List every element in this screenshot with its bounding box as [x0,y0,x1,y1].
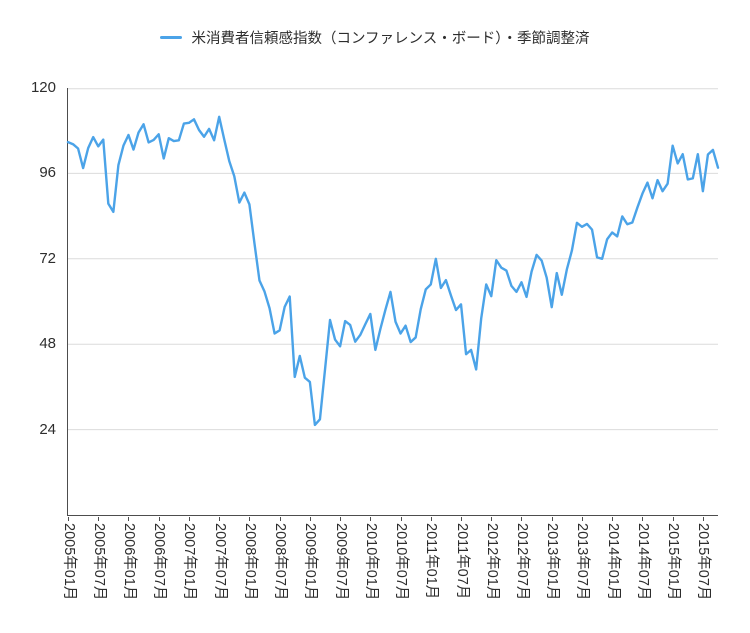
x-tick-mark [672,516,674,521]
y-tick-label: 24 [39,420,56,438]
plot-area [66,88,719,516]
y-tick-label: 96 [39,164,56,182]
x-tick-label: 2007年01月 [181,523,198,601]
x-tick-mark [309,516,311,521]
x-tick-label: 2010年01月 [362,523,379,601]
x-tick-label: 2007年07月 [211,523,228,601]
x-tick-label: 2011年01月 [423,523,440,600]
x-tick-label: 2009年07月 [332,523,349,601]
x-tick-mark [128,516,130,521]
x-tick-label: 2006年07月 [151,523,168,601]
x-tick-label: 2015年01月 [665,523,682,601]
series-line [66,115,719,427]
x-tick-mark [461,516,463,521]
x-tick-label: 2015年07月 [695,523,712,601]
x-tick-mark [68,516,69,521]
x-tick-label: 2005年01月 [60,523,77,601]
x-tick-mark [551,516,553,521]
x-tick-mark [702,516,704,521]
chart-legend: 米消費者信頼感指数（コンファレンス・ボード）・季節調整済 [0,27,750,48]
x-tick-mark [279,516,281,521]
y-tick-label: 120 [30,79,56,96]
x-tick-mark [491,516,493,521]
x-tick-label: 2014年07月 [634,523,651,601]
x-tick-mark [188,516,190,521]
x-tick-mark [521,516,523,521]
gridlines [67,88,718,431]
x-tick-mark [98,516,100,521]
plot-canvas [66,88,719,431]
x-tick-label: 2013年01月 [544,523,561,601]
x-tick-mark [642,516,644,521]
legend-line-marker [160,36,183,39]
x-tick-mark [158,516,160,521]
x-tick-mark [249,516,251,521]
x-tick-label: 2008年07月 [272,523,289,601]
legend-label: 米消費者信頼感指数（コンファレンス・ボード）・季節調整済 [191,31,590,47]
x-tick-mark [612,516,614,521]
x-tick-mark [400,516,402,521]
x-tick-label: 2012年07月 [513,523,530,601]
x-tick-label: 2013年07月 [574,523,591,601]
x-tick-label: 2006年01月 [120,523,137,601]
x-tick-mark [370,516,372,521]
x-tick-label: 2009年01月 [302,523,319,601]
x-tick-mark [340,516,342,521]
y-tick-label: 72 [39,249,56,267]
x-tick-label: 2010年07月 [393,523,410,601]
x-tick-label: 2014年01月 [604,523,621,601]
x-tick-mark [430,516,432,521]
x-tick-mark [581,516,583,521]
y-tick-label: 48 [39,335,56,353]
x-tick-mark [219,516,221,521]
x-tick-label: 2011年07月 [453,523,470,600]
x-tick-label: 2005年07月 [90,523,107,601]
x-tick-label: 2008年01月 [241,523,258,601]
x-tick-label: 2012年01月 [483,523,500,601]
